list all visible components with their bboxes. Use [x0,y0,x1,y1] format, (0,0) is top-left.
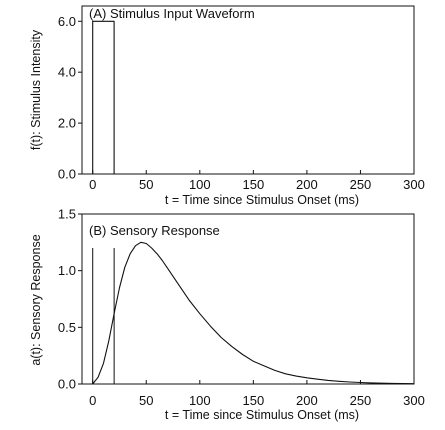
panel-b-frame [81,213,415,385]
panel-b-x-tick-label: 50 [139,393,153,408]
panel-a-x-tick-label: 100 [189,177,211,192]
panel-a-y-tick-label: 2.0 [58,116,76,131]
panel-b-y-tick-label: 0.0 [58,377,76,392]
panel-b-x-tick-label: 300 [403,393,425,408]
panel-a-x-tick-label: 0 [89,177,96,192]
panel-b-x-tick-label: 200 [296,393,318,408]
panel-b: (B) Sensory Response t = Time since Stim… [29,207,425,423]
panel-b-x-tick-label: 250 [350,393,372,408]
panel-a-x-tick-label: 250 [350,177,372,192]
panel-b-y-tick-label: 0.5 [58,320,76,335]
panel-a-x-tick-label: 50 [139,177,153,192]
panel-b-x-tick-label: 100 [189,393,211,408]
panel-a-y-tick-label: 0.0 [58,167,76,182]
panel-b-x-axis-title: t = Time since Stimulus Onset (ms) [165,408,359,422]
panel-a-x-tick-label: 200 [296,177,318,192]
panel-a-x-axis-title: t = Time since Stimulus Onset (ms) [165,193,359,207]
panel-a-y-ticks: 0.0 2.0 4.0 6.0 [58,14,82,182]
panel-b-series [92,241,415,385]
panel-a-y-axis-title: f(t): Stimulus Intensity [29,29,43,150]
panel-a-x-ticks: 0 50 100 150 200 250 300 [89,170,425,192]
panel-a-title: (A) Stimulus Input Waveform [89,6,255,21]
panel-b-x-tick-label: 0 [89,393,96,408]
panel-a-y-tick-label: 6.0 [58,14,76,29]
panel-b-y-tick-label: 1.0 [58,263,76,278]
panel-b-y-tick-label: 1.5 [58,207,76,222]
panel-a-x-tick-label: 150 [243,177,265,192]
panel-b-y-ticks: 0.0 0.5 1.0 1.5 [58,207,82,392]
panel-a-y-tick-label: 4.0 [58,65,76,80]
panel-b-y-axis-title: a(t): Sensory Response [29,234,43,365]
panel-b-series-line [92,241,415,385]
panel-a-series [82,20,414,175]
panel-b-x-tick-label: 150 [243,393,265,408]
panel-a-x-tick-label: 300 [403,177,425,192]
panel-a-frame [81,5,415,175]
panel-a: (A) Stimulus Input Waveform t = Time sin… [29,5,425,207]
panel-a-series-line [82,20,414,175]
panel-b-title: (B) Sensory Response [89,223,220,238]
